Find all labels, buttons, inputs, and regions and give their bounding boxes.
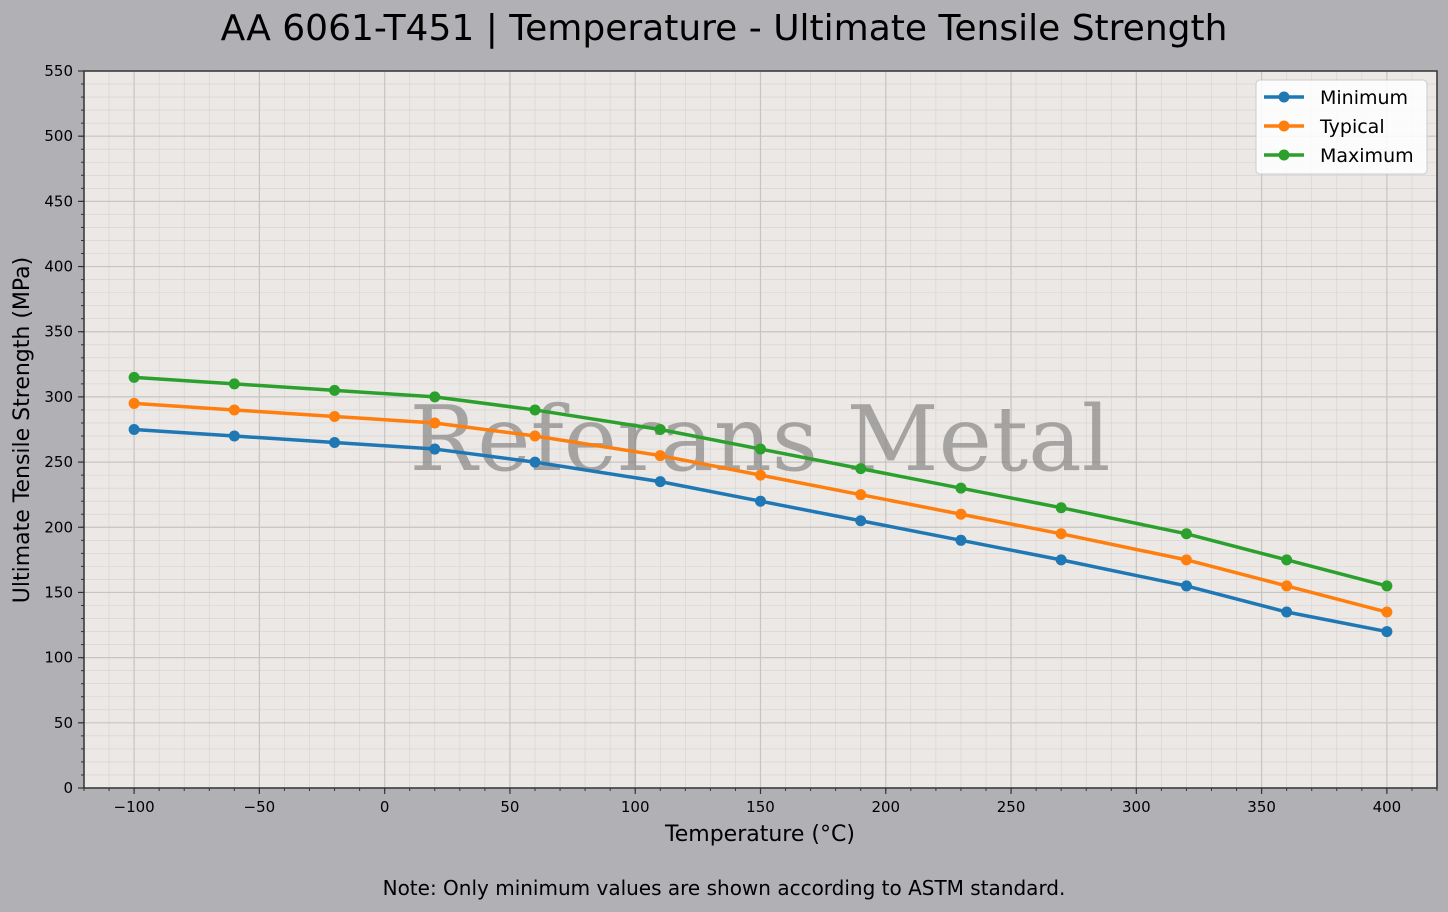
y-tick-label: 450	[44, 192, 73, 210]
x-tick-label: 100	[621, 798, 650, 816]
y-axis: 0 50 100 150 200 250 300 350 400 450 500 550	[44, 62, 84, 797]
legend-label-maximum: Maximum	[1320, 145, 1414, 167]
y-tick-label: 150	[44, 583, 73, 601]
data-point-typical	[955, 508, 967, 520]
data-point-minimum	[855, 515, 867, 527]
data-point-typical	[654, 450, 666, 462]
data-point-typical	[529, 430, 541, 442]
data-point-maximum	[755, 443, 766, 455]
data-point-minimum	[529, 456, 541, 468]
legend-label-minimum: Minimum	[1320, 87, 1408, 109]
data-point-maximum	[855, 463, 867, 475]
y-tick-label: 500	[44, 127, 73, 145]
data-point-minimum	[228, 430, 240, 442]
data-point-maximum	[1180, 528, 1192, 540]
data-point-maximum	[529, 404, 541, 416]
data-point-typical	[1281, 580, 1293, 592]
data-point-maximum	[329, 384, 341, 396]
data-point-minimum	[128, 424, 140, 435]
chart-title: AA 6061-T451 | Temperature - Ultimate Te…	[220, 8, 1228, 49]
x-tick-label: 150	[746, 798, 775, 816]
series-layer	[128, 371, 1393, 638]
data-point-minimum	[329, 437, 341, 449]
legend: Minimum Typical Maximum	[1255, 79, 1428, 175]
data-point-typical	[329, 410, 341, 422]
data-point-minimum	[1180, 580, 1192, 592]
y-tick-label: 250	[44, 453, 73, 471]
legend-box	[1255, 79, 1428, 175]
y-tick-label: 50	[54, 714, 73, 732]
y-tick-label: 300	[44, 388, 73, 406]
y-tick-label: 400	[44, 258, 73, 276]
data-point-maximum	[1281, 554, 1293, 566]
x-tick-label: 250	[997, 798, 1026, 816]
x-axis-label: Temperature (°C)	[664, 822, 855, 847]
data-point-maximum	[429, 391, 441, 403]
x-tick-label: 200	[871, 798, 900, 816]
y-tick-label: 0	[63, 779, 73, 797]
x-tick-label: −50	[244, 798, 276, 816]
data-point-maximum	[1381, 580, 1393, 592]
data-point-typical	[1381, 606, 1393, 618]
data-point-typical	[755, 469, 766, 481]
data-point-typical	[1055, 528, 1067, 540]
data-point-minimum	[1281, 606, 1293, 618]
x-tick-label: −100	[114, 798, 155, 816]
y-tick-label: 200	[44, 518, 73, 536]
data-point-maximum	[955, 482, 967, 494]
y-tick-label: 350	[44, 323, 73, 341]
data-point-minimum	[1381, 626, 1393, 638]
legend-marker-minimum	[1278, 91, 1290, 103]
data-point-typical	[855, 489, 867, 501]
data-point-typical	[1180, 554, 1192, 566]
data-point-typical	[128, 397, 140, 409]
data-point-maximum	[228, 378, 240, 390]
x-axis: −100 −50 0 50 100 150 200 250 300 350 400	[83, 788, 1438, 816]
major-grid	[84, 70, 1437, 789]
data-point-minimum	[654, 476, 666, 488]
data-point-minimum	[1055, 554, 1067, 566]
x-tick-label: 300	[1122, 798, 1151, 816]
y-tick-label: 100	[44, 649, 73, 667]
data-point-maximum	[654, 424, 666, 435]
chart-note: Note: Only minimum values are shown acco…	[382, 876, 1066, 900]
legend-label-typical: Typical	[1319, 116, 1385, 138]
data-point-minimum	[429, 443, 441, 455]
data-point-maximum	[128, 371, 140, 383]
x-tick-label: 50	[500, 798, 519, 816]
data-point-typical	[228, 404, 240, 416]
legend-marker-typical	[1278, 120, 1290, 132]
y-axis-label: Ultimate Tensile Strength (MPa)	[10, 257, 35, 603]
x-tick-label: 0	[380, 798, 390, 816]
y-tick-label: 550	[44, 62, 73, 80]
data-point-minimum	[755, 495, 766, 507]
legend-marker-maximum	[1278, 149, 1290, 161]
x-tick-label: 350	[1247, 798, 1276, 816]
data-point-typical	[429, 417, 441, 429]
data-point-maximum	[1055, 502, 1067, 514]
data-point-minimum	[955, 534, 967, 546]
x-tick-label: 400	[1373, 798, 1402, 816]
